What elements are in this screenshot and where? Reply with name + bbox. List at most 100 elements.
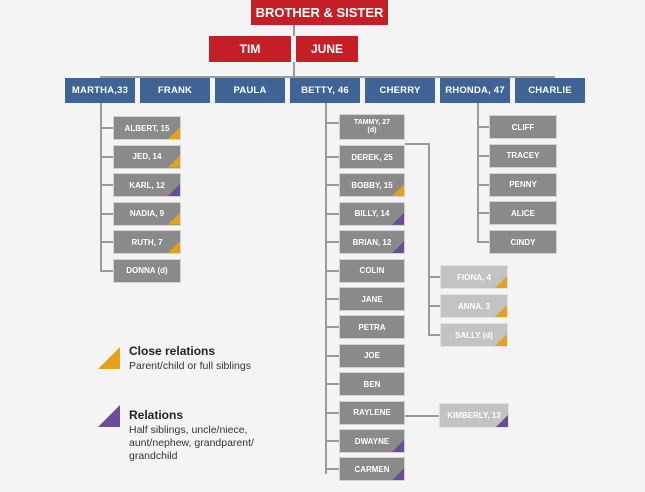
connector-tick — [428, 334, 440, 336]
grandchild-ruth-7: RUTH, 7 — [113, 230, 181, 254]
connector-tick — [325, 184, 339, 187]
connector-tick — [428, 276, 440, 278]
grandchild-karl-12: KARL, 12 — [113, 173, 181, 197]
grandchild-brian-12-label: BRIAN, 12 — [352, 237, 392, 247]
close-relations-marker — [98, 347, 120, 369]
connector-raylene — [405, 415, 439, 417]
great-grandchild-sally-d: SALLY (d) — [440, 323, 508, 347]
grandchild-penny: PENNY — [489, 172, 557, 197]
great-grandchild-kimberly-13-label: KIMBERLY, 13 — [447, 411, 501, 420]
connector-tick — [100, 184, 113, 186]
close-relation-marker — [168, 155, 180, 168]
grandchild-joe-label: JOE — [363, 351, 380, 361]
grandchild-cindy: CINDY — [489, 230, 557, 255]
great-grandchild-anna-3: ANNA, 3 — [440, 294, 508, 318]
grandchild-donna-d: DONNA (d) — [113, 258, 181, 283]
connector-tick — [428, 305, 440, 307]
connector-tick — [100, 127, 113, 129]
connector-betty-branch — [325, 103, 327, 123]
parent-june: JUNE — [296, 36, 358, 62]
grandchild-raylene: RAYLENE — [339, 400, 405, 425]
legend-close-desc: Parent/child or full siblings — [129, 360, 251, 372]
child-rhonda-label: RHONDA, 47 — [445, 85, 505, 96]
parent-tim-label: TIM — [239, 42, 261, 56]
connector-tick — [325, 354, 339, 357]
grandchild-cliff-label: CLIFF — [511, 122, 535, 132]
close-relation-marker — [168, 127, 180, 139]
legend-relation-title: Relations — [129, 408, 184, 422]
connector-rhonda-branch — [477, 103, 479, 243]
connector-tick — [325, 269, 339, 272]
close-relation-marker — [495, 334, 507, 346]
great-grandchild-fiona-4: FIONA, 4 — [440, 265, 508, 289]
grandchild-colin: COLIN — [339, 258, 405, 283]
child-frank-label: FRANK — [157, 85, 193, 96]
grandchild-colin-label: COLIN — [359, 266, 385, 276]
relation-marker — [392, 440, 404, 452]
close-relation-marker — [392, 184, 404, 197]
grandchild-derek-25: DEREK, 25 — [339, 145, 405, 169]
close-relation-marker — [495, 305, 507, 317]
grandchild-billy-14-label: BILLY, 14 — [354, 209, 390, 219]
connector-tammy-trunk — [428, 143, 430, 336]
close-relation-marker — [168, 241, 180, 253]
grandchild-alice: ALICE — [489, 201, 557, 226]
grandchild-petra: PETRA — [339, 315, 405, 340]
great-grandchild-fiona-4-label: FIONA, 4 — [457, 272, 491, 282]
grandchild-tammy-27-label: TAMMY, 27 — [353, 119, 391, 126]
relation-marker — [392, 241, 404, 254]
grandchild-alice-label: ALICE — [511, 208, 535, 218]
grandchild-penny-label: PENNY — [509, 180, 537, 190]
connector-tick — [100, 212, 113, 215]
child-paula-label: PAULA — [233, 85, 267, 96]
grandchild-cliff: CLIFF — [489, 115, 557, 139]
grandchild-raylene-label: RAYLENE — [353, 408, 391, 418]
connector-tick — [325, 298, 339, 300]
connector-tick — [477, 183, 489, 186]
grandchild-cindy-label: CINDY — [510, 237, 536, 247]
grandchild-bobby-15: BOBBY, 15 — [339, 173, 405, 198]
connector-tick — [477, 241, 489, 244]
grandchild-tammy-27-sub: (d) — [367, 127, 377, 134]
grandchild-bobby-15-label: BOBBY, 15 — [351, 180, 393, 190]
relations-marker — [98, 405, 120, 427]
child-paula: PAULA — [215, 78, 285, 103]
connector-tick — [325, 241, 339, 244]
grandchild-dwayne: DWAYNE — [339, 429, 405, 453]
connector-tick — [100, 241, 113, 243]
grandchild-joe: JOE — [339, 343, 405, 368]
connector-tammy-horizontal — [405, 143, 430, 145]
relation-marker — [392, 468, 404, 481]
child-charlie: CHARLIE — [515, 78, 585, 103]
grandchild-tammy-27: TAMMY, 27 (d) — [339, 114, 405, 140]
close-relation-marker — [495, 276, 507, 288]
relation-marker — [392, 212, 404, 225]
close-relation-marker — [168, 212, 180, 225]
grandchild-albert-15: ALBERT, 15 — [113, 116, 181, 140]
connector-tick — [325, 440, 339, 442]
grandchild-billy-14: BILLY, 14 — [339, 201, 405, 226]
child-martha-label: MARTHA,33 — [71, 85, 129, 96]
grandchild-ruth-7-label: RUTH, 7 — [131, 237, 163, 247]
child-frank: FRANK — [140, 78, 210, 103]
grandchild-petra-label: PETRA — [358, 322, 386, 332]
parent-tim: TIM — [209, 36, 291, 62]
grandchild-albert-15-label: ALBERT, 15 — [124, 123, 170, 133]
grandchild-tracey: TRACEY — [489, 143, 557, 168]
connector-tick — [325, 156, 339, 158]
legend-close-title: Close relations — [129, 344, 216, 358]
great-grandchild-sally-d-label: SALLY (d) — [455, 330, 493, 340]
child-cherry: CHERRY — [365, 78, 435, 103]
grandchild-brian-12: BRIAN, 12 — [339, 230, 405, 255]
connector-parents-children — [293, 62, 295, 78]
grandchild-jed-14: JED, 14 — [113, 144, 181, 169]
child-rhonda: RHONDA, 47 — [440, 78, 510, 103]
grandchild-nadia-9: NADIA, 9 — [113, 201, 181, 226]
grandchild-jane: JANE — [339, 287, 405, 311]
grandchild-tracey-label: TRACEY — [506, 151, 540, 161]
parent-june-label: JUNE — [310, 42, 343, 56]
grandchild-jed-14-label: JED, 14 — [132, 152, 162, 161]
connector-tick — [325, 212, 339, 215]
grandchild-karl-12-label: KARL, 12 — [129, 180, 165, 190]
great-grandchild-anna-3-label: ANNA, 3 — [457, 301, 490, 311]
